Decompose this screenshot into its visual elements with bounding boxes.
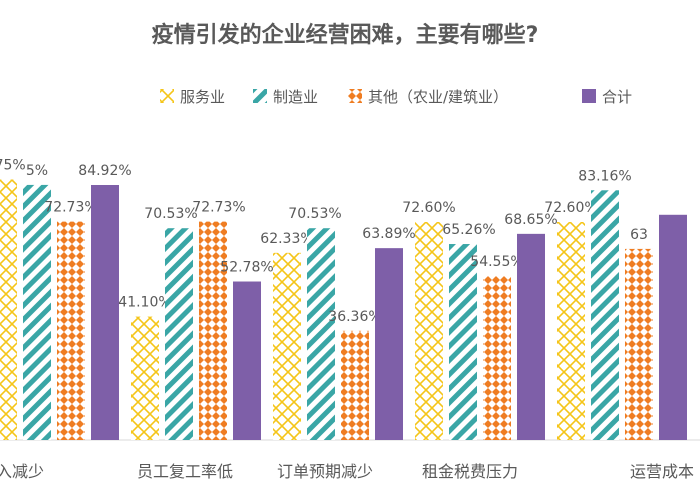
legend-swatch-2: [253, 89, 267, 103]
data-label-2-5: 83.16%: [578, 168, 631, 184]
plot-area: 86.75%5%72.73%84.92%41.10%70.53%72.73%52…: [0, 158, 700, 441]
bar-2-2: [165, 228, 193, 440]
bar-4-5: [659, 214, 687, 440]
data-label-1-1: 86.75%: [0, 158, 26, 174]
data-label-3-3: 36.36%: [328, 309, 381, 325]
bar-2-3: [307, 228, 335, 440]
legend: 服务业 制造业 其他（农业/建筑业） 合计: [160, 88, 632, 106]
legend-swatch-3: [348, 89, 362, 103]
bar-3-4: [483, 276, 511, 440]
data-label-3-5: 63: [630, 227, 648, 243]
data-label-3-1: 72.73%: [44, 200, 97, 216]
bar-4-1: [91, 185, 119, 440]
data-label-2-1: 5%: [26, 163, 48, 179]
bar-1-3: [273, 252, 301, 440]
bar-3-1: [57, 221, 85, 440]
data-label-4-1: 84.92%: [78, 163, 131, 179]
legend-swatch-1: [160, 89, 174, 103]
data-label-1-4: 72.60%: [402, 200, 455, 216]
data-label-2-2: 70.53%: [144, 206, 197, 222]
bar-3-5: [625, 248, 653, 440]
bar-3-2: [199, 221, 227, 440]
data-label-1-3: 62.33%: [260, 231, 313, 247]
category-label-3: 订单预期减少: [277, 462, 373, 481]
data-label-2-3: 70.53%: [288, 206, 341, 222]
bar-2-5: [591, 190, 619, 440]
bar-2-4: [449, 244, 477, 440]
data-label-4-2: 52.78%: [220, 260, 273, 276]
bar-1-5: [557, 221, 585, 440]
chart-title: 疫情引发的企业经营困难，主要有哪些?: [152, 22, 539, 48]
category-label-5: 运营成本: [630, 462, 694, 481]
data-label-4-4: 68.65%: [504, 212, 557, 228]
bar-1-4: [415, 221, 443, 440]
x-axis: 收入减少 员工复工率低 订单预期减少 租金税费压力 运营成本: [0, 462, 694, 481]
data-label-1-5: 72.60%: [544, 200, 597, 216]
legend-label-1: 服务业: [180, 88, 225, 106]
bar-1-2: [131, 316, 159, 440]
data-label-3-4: 54.55%: [470, 254, 523, 270]
bar-4-4: [517, 233, 545, 440]
category-label-1: 收入减少: [0, 462, 44, 481]
data-label-4-3: 63.89%: [362, 226, 415, 242]
category-label-4: 租金税费压力: [422, 462, 518, 481]
data-label-1-2: 41.10%: [118, 295, 171, 311]
data-label-2-4: 65.26%: [442, 222, 495, 238]
bar-3-3: [341, 330, 369, 440]
legend-label-4: 合计: [602, 88, 632, 106]
data-label-3-2: 72.73%: [192, 200, 245, 216]
category-label-2: 员工复工率低: [137, 462, 233, 481]
bar-1-1: [0, 179, 17, 440]
legend-swatch-4: [582, 89, 596, 103]
bar-2-1: [23, 184, 51, 440]
legend-label-3: 其他（农业/建筑业）: [368, 88, 508, 106]
legend-label-2: 制造业: [273, 88, 318, 106]
bar-4-3: [375, 248, 403, 440]
bar-4-2: [233, 281, 261, 440]
